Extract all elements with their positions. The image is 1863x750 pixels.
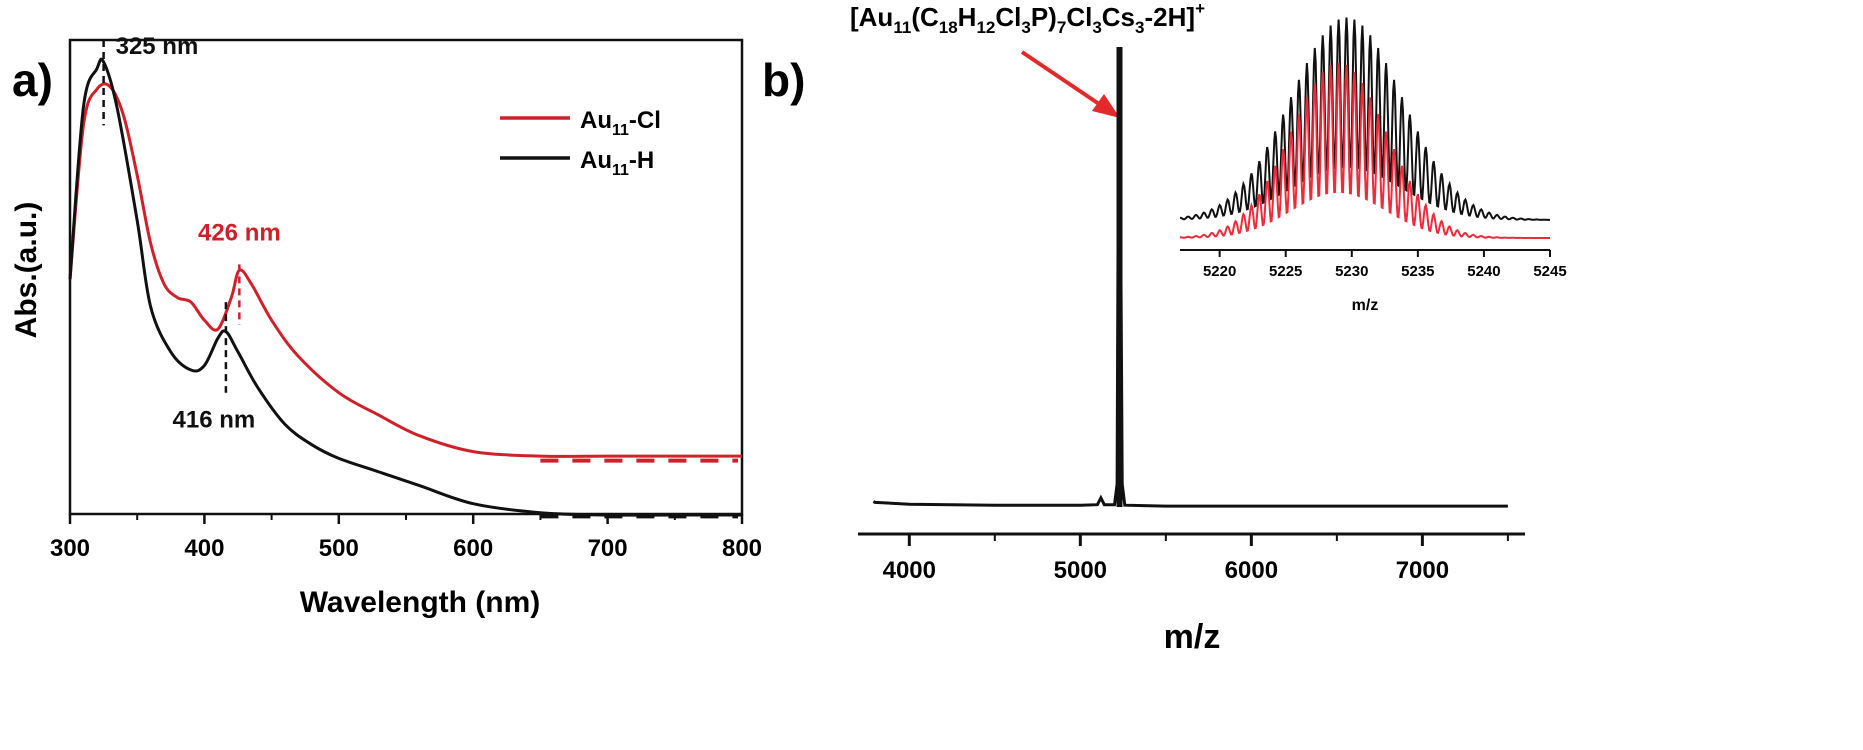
inset-x-tick-label-5240: 5240 xyxy=(1467,263,1500,280)
panel-b-x-ticks: 4000 5000 6000 7000 xyxy=(883,534,1509,584)
annotation-label-426-nm: 426 nm xyxy=(198,219,281,246)
panel-a-x-axis-label: Wavelength (nm) xyxy=(300,586,541,619)
legend-label-au11-h: Au11-H xyxy=(580,147,654,179)
panel-a-x-ticks: 300 400 500 600 700 800 xyxy=(50,514,762,562)
x-tick-label-700: 700 xyxy=(588,535,628,562)
panel-b-mass-spectrum: b) [Au11(C18H12Cl3P)7Cl3Cs3-2H]+ m/z 400… xyxy=(762,0,1567,656)
legend-label-au11-cl: Au11-Cl xyxy=(580,107,661,139)
arrow-shaft xyxy=(1020,50,1107,110)
x-tick-label-6000: 6000 xyxy=(1225,557,1278,584)
inset-x-axis-label: m/z xyxy=(1352,297,1379,314)
inset-x-tick-label-5220: 5220 xyxy=(1203,263,1236,280)
inset-x-tick-label-5225: 5225 xyxy=(1269,263,1302,280)
panel-b-title: [Au11(C18H12Cl3P)7Cl3Cs3-2H]+ xyxy=(850,0,1205,37)
panel-b-x-axis-label: m/z xyxy=(1164,618,1221,656)
inset-x-ticks: 5220 5225 5230 5235 5240 5245 xyxy=(1203,250,1567,280)
inset-x-tick-label-5235: 5235 xyxy=(1401,263,1434,280)
x-tick-label-300: 300 xyxy=(50,535,90,562)
inset-series xyxy=(1179,17,1550,239)
panel-b-title-arrow xyxy=(1020,50,1120,118)
panel-a-label: a) xyxy=(12,54,53,106)
x-tick-label-800: 800 xyxy=(722,535,762,562)
inset-x-tick-label-5245: 5245 xyxy=(1533,263,1566,280)
annotation-label-325-nm: 325 nm xyxy=(116,33,199,60)
panel-b-label: b) xyxy=(762,54,805,106)
panel-a-absorption-chart: a) Abs.(a.u.) Wavelength (nm) 300 400 500 6… xyxy=(10,33,762,619)
annotation-label-416-nm: 416 nm xyxy=(173,407,256,434)
main-peak xyxy=(1116,47,1123,507)
panel-b-inset: 5220 5225 5230 5235 5240 5245 m/z xyxy=(1179,17,1567,314)
x-tick-label-600: 600 xyxy=(453,535,493,562)
arrow-head xyxy=(1092,94,1120,118)
inset-series-simulated xyxy=(1180,62,1550,239)
x-tick-label-5000: 5000 xyxy=(1054,557,1107,584)
panel-a-legend: Au11-Cl Au11-H xyxy=(500,107,661,179)
panel-a-annotations: 325 nm 426 nm 416 nm xyxy=(102,33,281,434)
series-line-au11-cl xyxy=(68,82,742,458)
x-tick-label-400: 400 xyxy=(184,535,224,562)
x-tick-label-7000: 7000 xyxy=(1396,557,1449,584)
inset-x-tick-label-5230: 5230 xyxy=(1335,263,1368,280)
panel-b-series xyxy=(872,46,1508,508)
x-tick-label-500: 500 xyxy=(319,535,359,562)
x-tick-label-4000: 4000 xyxy=(883,557,936,584)
panel-a-y-axis-label: Abs.(a.u.) xyxy=(10,202,43,339)
